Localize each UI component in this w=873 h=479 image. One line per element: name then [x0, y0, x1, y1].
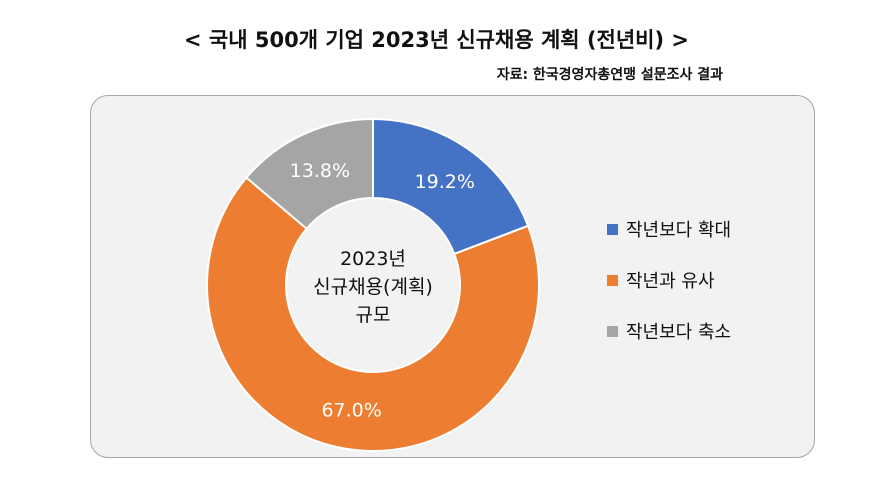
- center-label: 2023년: [340, 248, 406, 270]
- center-label: 신규채용(계획): [313, 276, 433, 298]
- legend-label: 작년보다 축소: [626, 322, 732, 343]
- legend-item: 작년보다 축소: [607, 318, 731, 344]
- data-label: 13.8%: [290, 160, 350, 182]
- legend-item: 작년보다 확대: [607, 216, 731, 242]
- legend-label: 작년과 유사: [626, 271, 715, 292]
- center-label: 규모: [356, 304, 391, 326]
- legend-item: 작년과 유사: [607, 267, 715, 293]
- chart-title: < 국내 500개 기업 2023년 신규채용 계획 (전년비) >: [184, 28, 689, 52]
- data-label: 19.2%: [415, 171, 475, 193]
- source-note: 자료: 한국경영자총연맹 설문조사 결과: [496, 67, 723, 83]
- donut-slice: [372, 117, 530, 256]
- data-label: 67.0%: [321, 400, 381, 422]
- legend-swatch: [607, 325, 618, 337]
- legend-swatch: [607, 274, 618, 286]
- legend-label: 작년보다 확대: [626, 220, 732, 241]
- donut-slice: [245, 117, 374, 231]
- legend-swatch: [607, 223, 618, 235]
- donut-slice: [206, 176, 540, 452]
